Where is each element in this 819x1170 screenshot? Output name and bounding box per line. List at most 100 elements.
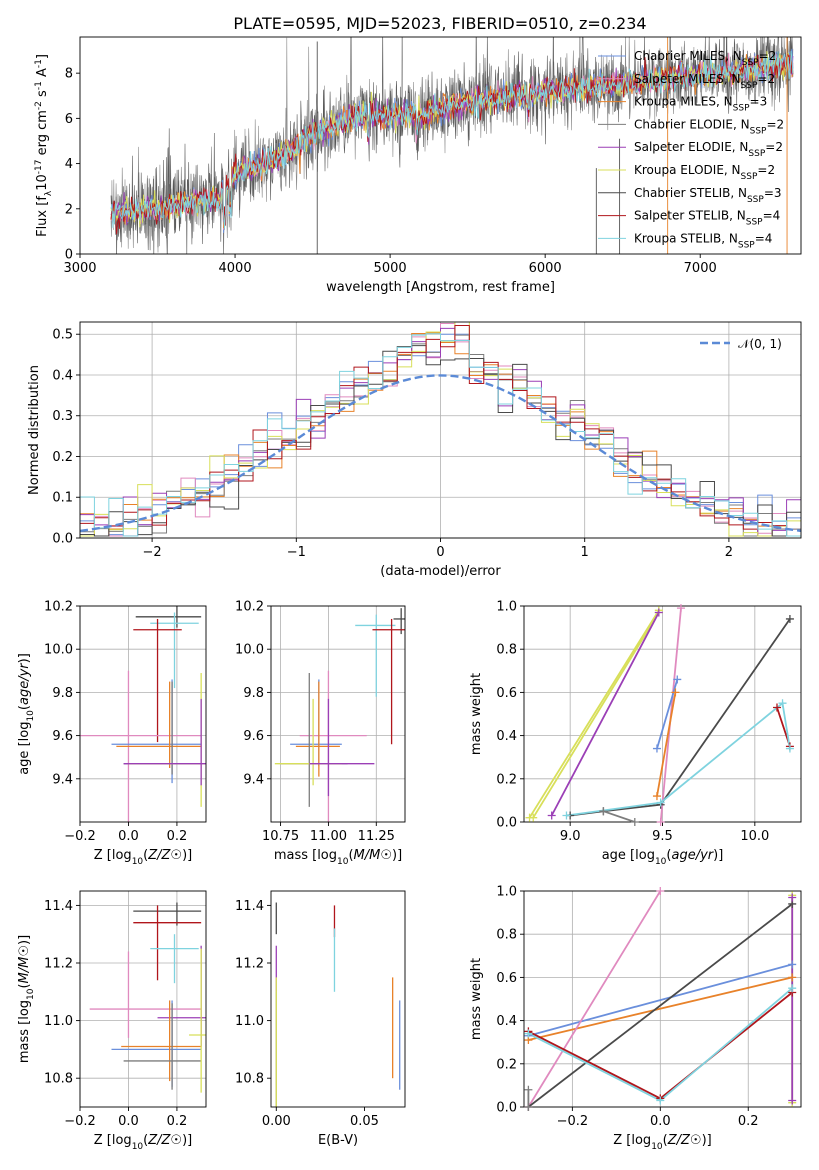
- axes-spectrum: 3000 4000 5000 6000 7000 0 2 4 6 8 Chabrier MILES,…: [34, 36, 802, 295]
- figure-title: PLATE=0595, MJD=52023, FIBERID=0510, z=0…: [233, 14, 646, 33]
- series-line-chabrier-stelib: [527, 903, 793, 1107]
- series-line-kroupa-elodie: [532, 612, 660, 819]
- series-marker: [785, 614, 794, 623]
- series-marker: [524, 1085, 533, 1094]
- series-marker: [673, 675, 682, 684]
- y-tick-label: 11.4: [235, 899, 264, 914]
- series-line-chabrier-miles: [656, 679, 679, 749]
- legend-entry-normal: 𝒩(0, 1): [738, 337, 782, 351]
- y-tick-label: 1.0: [496, 885, 517, 900]
- y-tick-label: 0.6: [496, 686, 517, 701]
- y-tick-label: 0.2: [496, 772, 517, 787]
- x-tick-label: −1: [287, 545, 306, 560]
- axes-frame: [79, 890, 207, 1108]
- axes-frame: [270, 605, 406, 823]
- y-tick-label: 9.4: [243, 772, 264, 787]
- x-tick-label: 6000: [529, 261, 562, 276]
- y-tick-label: 9.8: [52, 686, 73, 701]
- plot-area: [110, 37, 794, 254]
- x-tick-label: 10.75: [262, 829, 299, 844]
- axes-weight_vs_Z: −0.2 0.0 0.2 0.0 0.2 0.4 0.6 0.8 1.0 Z [log10(Z/Z…: [469, 885, 802, 1152]
- x-axis-label: Z [log10(Z/Z☉)]: [94, 1133, 192, 1152]
- axes-frame: [270, 890, 406, 1108]
- plot-area: [274, 608, 405, 822]
- y-tick-label: 0.2: [52, 450, 73, 465]
- y-axis-label: age [log10(age/yr)]: [17, 653, 36, 775]
- y-tick-label: 9.6: [52, 729, 73, 744]
- series-marker: [529, 813, 538, 822]
- series-marker: [778, 699, 787, 708]
- x-tick-label: 0.2: [167, 829, 188, 844]
- series-line-chabrier-miles: [528, 963, 793, 1037]
- y-tick-label: 10.0: [44, 643, 73, 658]
- series-marker: [656, 1096, 665, 1105]
- axes-age_vs_mass: 10.75 11.00 11.25 9.4 9.6 9.8 10.0 10.2 mass [lo…: [235, 600, 406, 867]
- x-tick-label: 10.0: [740, 829, 769, 844]
- y-tick-label: 0.0: [496, 816, 517, 831]
- y-axis-label: mass weight: [469, 958, 484, 1040]
- y-tick-label: 1.0: [496, 600, 517, 615]
- legend-entry: Kroupa ELODIE, NSSP=2: [634, 163, 775, 182]
- x-tick-label: 0.0: [118, 1114, 139, 1129]
- axes-residuals: −2 −1 0 1 2 0.0 0.1 0.2 0.3 0.4 0.5 𝒩(0, 1) (data-mo…: [27, 321, 802, 579]
- x-axis-label: mass [log10(M/M☉)]: [274, 848, 402, 867]
- axes-age_vs_Z: −0.2 0.0 0.2 9.4 9.6 9.8 10.0 10.2 Z [log10(Z/Z☉…: [17, 600, 207, 867]
- x-tick-label: 2: [725, 545, 733, 560]
- y-tick-label: 0.6: [496, 971, 517, 986]
- axes-weight_vs_age: 9.0 9.5 10.0 0.0 0.2 0.4 0.6 0.8 1.0 age [log10(a…: [469, 600, 802, 867]
- legend-entry: Kroupa MILES, NSSP=3: [634, 95, 767, 114]
- x-tick-label: 11.00: [310, 829, 347, 844]
- series-marker: [772, 703, 781, 712]
- legend-entry: Kroupa STELIB, NSSP=4: [634, 231, 772, 250]
- x-tick-label: 7000: [684, 261, 717, 276]
- y-tick-label: 10.2: [44, 600, 73, 615]
- series-marker: [788, 1096, 797, 1105]
- y-tick-label: 4: [65, 157, 73, 172]
- x-tick-label: 5000: [374, 261, 407, 276]
- axes-frame: [79, 321, 802, 539]
- y-axis-label: mass weight: [469, 673, 484, 755]
- series-marker: [788, 984, 797, 993]
- x-tick-label: 1: [581, 545, 589, 560]
- y-axis-label: Normed distribution: [27, 365, 42, 495]
- x-tick-label: −0.2: [64, 829, 96, 844]
- y-tick-label: 10.8: [44, 1072, 73, 1087]
- plot-area: [89, 902, 206, 1093]
- legend-entry: Chabrier STELIB, NSSP=3: [634, 186, 782, 205]
- series-marker: [630, 818, 639, 826]
- series-marker: [671, 688, 680, 697]
- y-tick-label: 2: [65, 202, 73, 217]
- x-tick-label: 0.2: [167, 1114, 188, 1129]
- series-marker: [652, 792, 661, 801]
- y-tick-label: 11.2: [235, 957, 264, 972]
- x-axis-label: Z [log10(Z/Z☉)]: [613, 1133, 711, 1152]
- y-tick-label: 8: [65, 67, 73, 82]
- y-tick-label: 0.1: [52, 491, 73, 506]
- series-line-kroupa-miles: [528, 976, 793, 1041]
- x-tick-label: 9.0: [560, 829, 581, 844]
- normal-curve: [80, 374, 801, 533]
- legend-entry: Salpeter STELIB, NSSP=4: [634, 209, 780, 228]
- series-marker: [676, 604, 685, 613]
- y-tick-label: 11.4: [44, 899, 73, 914]
- y-tick-label: 0.0: [496, 1101, 517, 1116]
- y-tick-label: 9.6: [243, 729, 264, 744]
- axes-mass_vs_EBV: 0.00 0.05 10.8 11.0 11.2 11.4 E(B-V): [235, 890, 406, 1148]
- series-line-kroupa-elodie: [528, 609, 660, 819]
- y-tick-label: 0.3: [52, 409, 73, 424]
- series-marker: [654, 608, 663, 617]
- histogram-kroupa-stelib: [80, 333, 801, 538]
- series-line-chabrier-elodie: [603, 810, 636, 822]
- x-axis-label: E(B-V): [318, 1133, 358, 1148]
- series-line-kroupa-stelib: [566, 701, 791, 817]
- y-tick-label: 10.2: [235, 600, 264, 615]
- axes-mass_vs_Z: −0.2 0.0 0.2 10.8 11.0 11.2 11.4 Z [log10(Z/Z☉)…: [17, 890, 207, 1152]
- series-marker: [524, 1029, 533, 1038]
- x-tick-label: 0: [436, 545, 444, 560]
- x-tick-label: 0.00: [262, 1114, 291, 1129]
- y-tick-label: 10.0: [235, 643, 264, 658]
- y-tick-label: 0: [65, 248, 73, 263]
- y-tick-label: 11.2: [44, 957, 73, 972]
- y-tick-label: 0.5: [52, 328, 73, 343]
